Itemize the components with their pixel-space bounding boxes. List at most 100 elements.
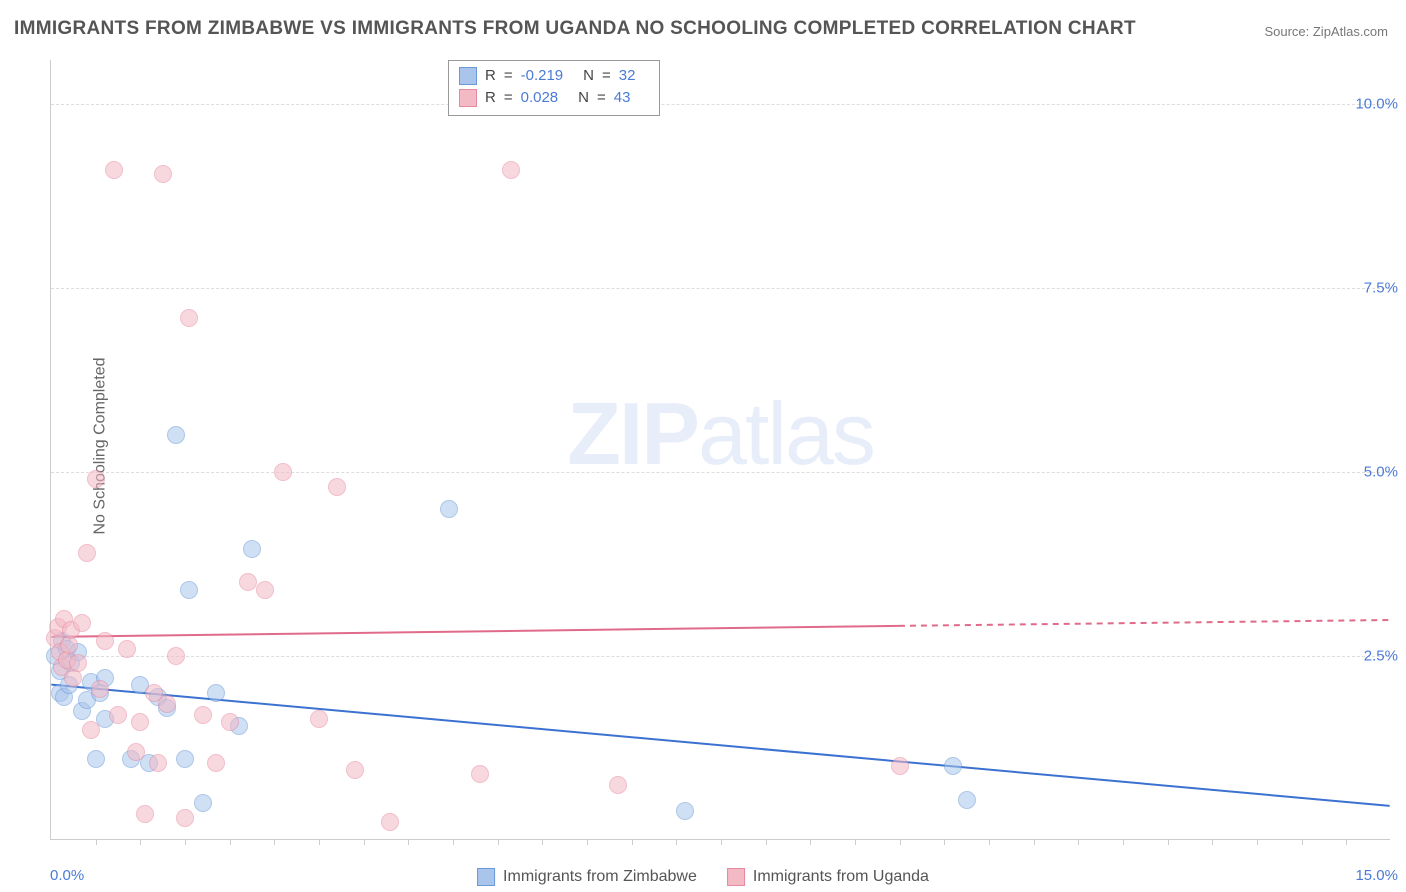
- r-value-zimbabwe: -0.219: [521, 65, 564, 87]
- legend-label-uganda: Immigrants from Uganda: [753, 868, 929, 886]
- scatter-point: [118, 640, 136, 658]
- chart-title: IMMIGRANTS FROM ZIMBABWE VS IMMIGRANTS F…: [14, 18, 1136, 40]
- correlation-legend: R = -0.219 N = 32 R = 0.028 N = 43: [448, 60, 660, 116]
- scatter-point: [891, 757, 909, 775]
- scatter-point: [96, 632, 114, 650]
- swatch-zimbabwe-icon: [477, 868, 495, 886]
- scatter-point: [149, 754, 167, 772]
- legend-item-zimbabwe: Immigrants from Zimbabwe: [477, 868, 697, 886]
- scatter-point: [91, 680, 109, 698]
- scatter-point: [502, 161, 520, 179]
- legend-label-zimbabwe: Immigrants from Zimbabwe: [503, 868, 697, 886]
- x-minor-tick: [364, 839, 365, 845]
- source-name: ZipAtlas.com: [1313, 24, 1388, 39]
- scatter-point: [73, 614, 91, 632]
- gridline: [51, 472, 1390, 473]
- gridline: [51, 656, 1390, 657]
- x-minor-tick: [96, 839, 97, 845]
- scatter-point: [78, 544, 96, 562]
- correlation-chart: IMMIGRANTS FROM ZIMBABWE VS IMMIGRANTS F…: [0, 0, 1406, 892]
- scatter-point: [440, 500, 458, 518]
- swatch-uganda: [459, 89, 477, 107]
- y-tick-label: 2.5%: [1364, 648, 1398, 665]
- y-tick-label: 7.5%: [1364, 280, 1398, 297]
- scatter-point: [194, 706, 212, 724]
- scatter-point: [180, 581, 198, 599]
- x-minor-tick: [676, 839, 677, 845]
- gridline: [51, 104, 1390, 105]
- scatter-point: [944, 757, 962, 775]
- scatter-point: [958, 791, 976, 809]
- swatch-zimbabwe: [459, 67, 477, 85]
- x-minor-tick: [1123, 839, 1124, 845]
- legend-row-zimbabwe: R = -0.219 N = 32: [459, 65, 647, 87]
- x-minor-tick: [810, 839, 811, 845]
- watermark-bold: ZIP: [567, 384, 698, 483]
- scatter-point: [256, 581, 274, 599]
- x-minor-tick: [185, 839, 186, 845]
- scatter-point: [176, 809, 194, 827]
- scatter-point: [69, 654, 87, 672]
- scatter-point: [381, 813, 399, 831]
- scatter-point: [346, 761, 364, 779]
- r-label: R: [485, 65, 496, 87]
- scatter-point: [105, 161, 123, 179]
- x-minor-tick: [855, 839, 856, 845]
- x-minor-tick: [1212, 839, 1213, 845]
- x-minor-tick: [766, 839, 767, 845]
- scatter-point: [154, 165, 172, 183]
- series-legend: Immigrants from Zimbabwe Immigrants from…: [477, 868, 929, 886]
- scatter-point: [176, 750, 194, 768]
- x-minor-tick: [989, 839, 990, 845]
- y-tick-label: 5.0%: [1364, 464, 1398, 481]
- n-value-uganda: 43: [614, 87, 631, 109]
- scatter-point: [127, 743, 145, 761]
- scatter-point: [180, 309, 198, 327]
- watermark-light: atlas: [698, 384, 874, 483]
- x-minor-tick: [230, 839, 231, 845]
- x-minor-tick: [274, 839, 275, 845]
- x-minor-tick: [1078, 839, 1079, 845]
- x-tick-max: 15.0%: [1355, 867, 1398, 884]
- swatch-uganda-icon: [727, 868, 745, 886]
- x-minor-tick: [319, 839, 320, 845]
- scatter-point: [471, 765, 489, 783]
- x-minor-tick: [498, 839, 499, 845]
- x-minor-tick: [1302, 839, 1303, 845]
- x-minor-tick: [1034, 839, 1035, 845]
- trend-lines-layer: [51, 60, 1390, 839]
- gridline: [51, 288, 1390, 289]
- x-minor-tick: [408, 839, 409, 845]
- scatter-point: [131, 713, 149, 731]
- trend-line: [51, 685, 1389, 806]
- x-minor-tick: [1346, 839, 1347, 845]
- scatter-point: [609, 776, 627, 794]
- scatter-point: [167, 426, 185, 444]
- scatter-point: [207, 754, 225, 772]
- scatter-point: [109, 706, 127, 724]
- scatter-point: [167, 647, 185, 665]
- x-minor-tick: [1257, 839, 1258, 845]
- trend-line: [51, 626, 899, 637]
- x-minor-tick: [587, 839, 588, 845]
- scatter-point: [328, 478, 346, 496]
- x-minor-tick: [542, 839, 543, 845]
- x-minor-tick: [1168, 839, 1169, 845]
- scatter-point: [87, 750, 105, 768]
- n-value-zimbabwe: 32: [619, 65, 636, 87]
- x-minor-tick: [140, 839, 141, 845]
- source-label: Source:: [1264, 24, 1312, 39]
- scatter-point: [82, 721, 100, 739]
- scatter-point: [207, 684, 225, 702]
- scatter-point: [136, 805, 154, 823]
- scatter-point: [310, 710, 328, 728]
- scatter-point: [221, 713, 239, 731]
- legend-item-uganda: Immigrants from Uganda: [727, 868, 929, 886]
- plot-area: ZIPatlas: [50, 60, 1390, 840]
- trend-line: [899, 620, 1390, 626]
- x-minor-tick: [944, 839, 945, 845]
- scatter-point: [194, 794, 212, 812]
- x-minor-tick: [900, 839, 901, 845]
- scatter-point: [158, 695, 176, 713]
- legend-row-uganda: R = 0.028 N = 43: [459, 87, 647, 109]
